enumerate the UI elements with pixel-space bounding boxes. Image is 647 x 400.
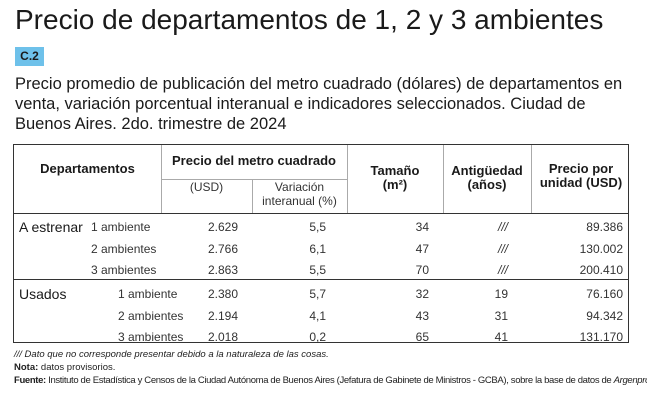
cell-var: 5,5 [309,263,326,277]
divider [161,179,347,180]
header-precio-unidad: Precio por unidad (USD) [539,161,623,190]
fuente-text: Instituto de Estadística y Censos de la … [45,375,614,386]
cell-price: 130.002 [579,241,623,256]
header-variacion: Variación interanual (%) [262,180,337,208]
cell-usd: 2.380 [207,287,238,301]
cell-usd: 2.629 [207,220,238,234]
cell-size: 47 [415,241,429,256]
header-precio-m2: Precio del metro cuadrado [172,153,336,168]
header-tamano: Tamaño [370,163,420,178]
cell-price: 94.342 [586,308,623,323]
group-label: A estrenar [19,219,83,235]
cell-price: 131.170 [579,330,623,344]
row-label: 2 ambientes [91,241,157,256]
group-divider [14,279,628,280]
row-label: 1 ambiente [91,220,151,234]
header-antiguedad: Antigüedad (años) [451,163,523,192]
cell-usd: 2.766 [207,241,238,256]
cell-price: 200.410 [579,263,623,277]
group-label: Usados [19,286,67,302]
cell-var: 5,7 [309,287,326,301]
divider [443,145,444,213]
row-label: 1 ambiente [118,287,178,301]
subtitle: Precio promedio de publicación del metro… [15,75,623,133]
row-label: 3 ambientes [91,263,157,277]
footnote-nota: Nota: datos provisorios. [14,362,115,373]
cell-usd: 2.018 [207,330,238,344]
header-tamano-unit: (m²) [382,177,408,192]
cell-age: /// [497,220,508,234]
cell-size: 65 [415,330,429,344]
header-departamentos: Departamentos [40,161,135,176]
cell-age: /// [497,241,508,256]
divider [252,179,253,213]
cell-age: 19 [494,287,508,301]
divider [347,145,348,213]
data-table: Departamentos Precio del metro cuadrado … [13,144,629,344]
divider [531,145,532,213]
header-usd: (USD) [189,180,224,194]
cell-var: 5,5 [309,220,326,234]
cell-var: 6,1 [309,241,326,256]
nota-text: datos provisorios. [38,362,116,373]
chart-id-badge: C.2 [15,47,44,66]
row-label: 3 ambientes [118,330,184,344]
cell-var: 4,1 [309,308,326,323]
cell-age: /// [497,263,508,277]
fuente-source: Argenprop. [613,375,647,386]
cell-size: 43 [415,308,429,323]
nota-label: Nota: [14,362,39,373]
footnote-fuente: Fuente: Instituto de Estadística y Censo… [14,375,647,386]
row-label: 2 ambientes [118,308,184,323]
cell-age: 31 [494,308,508,323]
cell-size: 32 [415,287,429,301]
cell-usd: 2.194 [207,308,238,323]
page-title: Precio de departamentos de 1, 2 y 3 ambi… [15,4,604,35]
header-divider [14,213,628,214]
cell-usd: 2.863 [207,263,238,277]
cell-size: 34 [415,220,429,234]
cell-price: 76.160 [586,287,623,301]
cell-age: 41 [494,330,508,344]
cell-var: 0,2 [309,330,326,344]
footnote-symbol: /// Dato que no corresponde presentar de… [14,349,329,360]
cell-size: 70 [415,263,429,277]
cell-price: 89.386 [586,220,623,234]
fuente-label: Fuente: [14,375,46,386]
